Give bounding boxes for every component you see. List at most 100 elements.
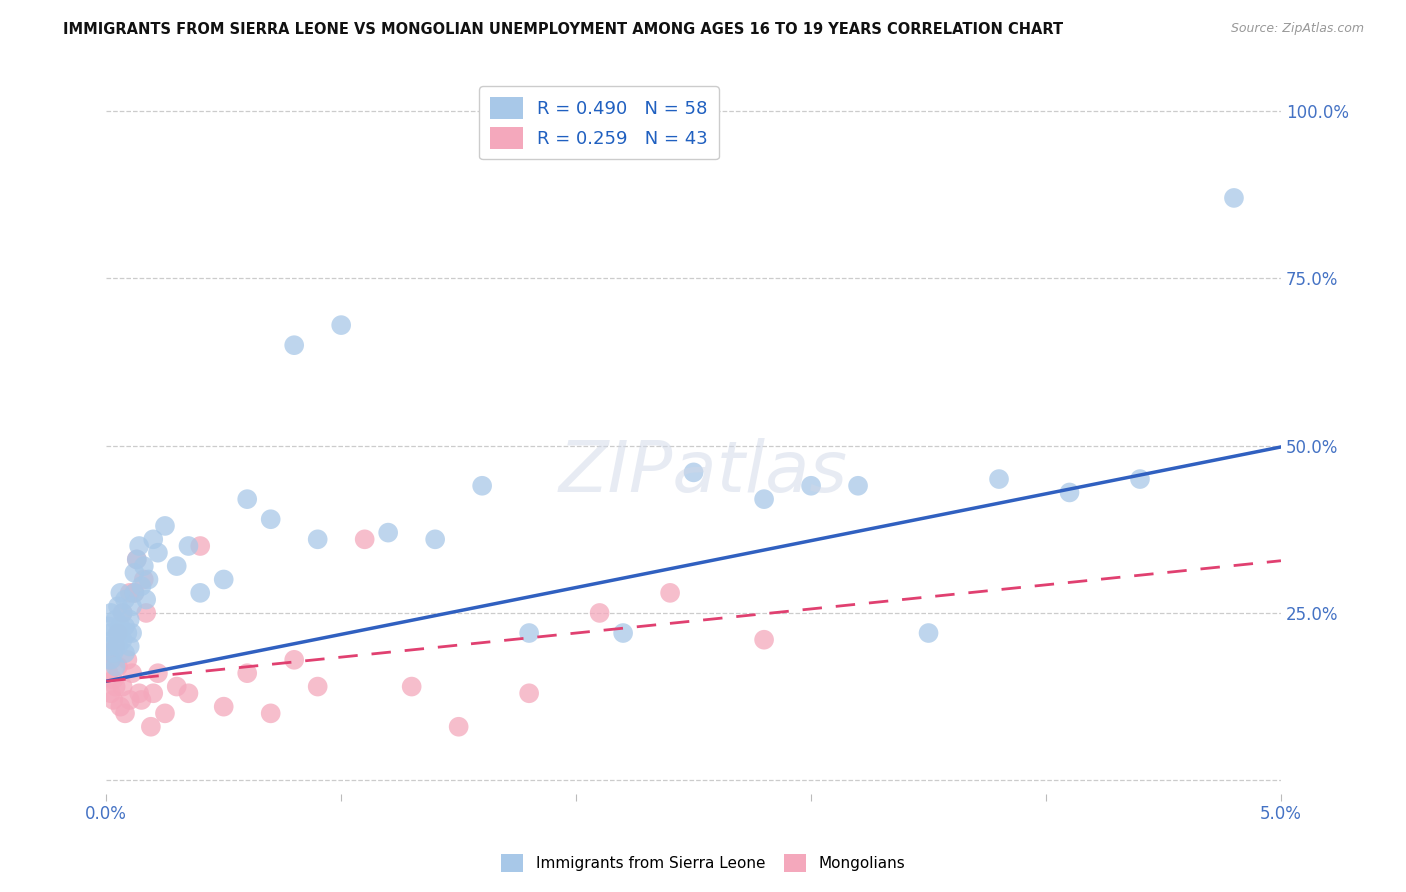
Point	[142, 533, 165, 547]
Point	[118, 693, 141, 707]
Point	[100, 686, 122, 700]
Point	[100, 653, 122, 667]
Point	[107, 599, 129, 614]
Point	[100, 626, 122, 640]
Point	[212, 699, 235, 714]
Point	[111, 606, 134, 620]
Text: Source: ZipAtlas.com: Source: ZipAtlas.com	[1230, 22, 1364, 36]
Point	[612, 626, 634, 640]
Point	[447, 720, 470, 734]
Point	[260, 512, 283, 526]
Point	[121, 666, 143, 681]
Point	[118, 613, 141, 627]
Point	[124, 566, 146, 580]
Point	[307, 680, 329, 694]
Point	[125, 552, 148, 566]
Point	[153, 706, 176, 721]
Point	[103, 632, 125, 647]
Point	[107, 659, 129, 673]
Point	[188, 539, 211, 553]
Point	[139, 720, 162, 734]
Point	[97, 619, 120, 633]
Point	[401, 680, 423, 694]
Point	[517, 626, 540, 640]
Point	[117, 626, 139, 640]
Point	[107, 626, 129, 640]
Point	[97, 646, 120, 660]
Point	[97, 666, 120, 681]
Point	[353, 533, 375, 547]
Point	[107, 640, 129, 654]
Point	[103, 646, 125, 660]
Point	[111, 606, 134, 620]
Point	[1223, 191, 1246, 205]
Point	[236, 492, 259, 507]
Point	[283, 338, 305, 352]
Point	[752, 632, 775, 647]
Point	[1059, 485, 1081, 500]
Point	[588, 606, 610, 620]
Point	[236, 666, 259, 681]
Point	[128, 539, 150, 553]
Point	[100, 606, 122, 620]
Point	[752, 492, 775, 507]
Point	[800, 479, 823, 493]
Point	[146, 546, 169, 560]
Point	[111, 680, 134, 694]
Point	[846, 479, 869, 493]
Point	[114, 619, 136, 633]
Point	[118, 586, 141, 600]
Point	[103, 693, 125, 707]
Point	[330, 318, 353, 332]
Text: ZIPatlas: ZIPatlas	[558, 438, 848, 508]
Point	[917, 626, 939, 640]
Point	[260, 706, 283, 721]
Point	[166, 680, 188, 694]
Point	[988, 472, 1011, 486]
Point	[114, 706, 136, 721]
Point	[471, 479, 494, 493]
Point	[517, 686, 540, 700]
Point	[110, 619, 132, 633]
Point	[425, 533, 447, 547]
Point	[132, 559, 155, 574]
Legend: R = 0.490   N = 58, R = 0.259   N = 43: R = 0.490 N = 58, R = 0.259 N = 43	[479, 87, 718, 160]
Point	[128, 686, 150, 700]
Point	[124, 586, 146, 600]
Point	[283, 653, 305, 667]
Point	[659, 586, 682, 600]
Point	[110, 586, 132, 600]
Point	[153, 519, 176, 533]
Point	[131, 693, 153, 707]
Point	[125, 552, 148, 566]
Point	[118, 640, 141, 654]
Legend: Immigrants from Sierra Leone, Mongolians: Immigrants from Sierra Leone, Mongolians	[494, 846, 912, 880]
Point	[131, 579, 153, 593]
Point	[166, 559, 188, 574]
Point	[132, 573, 155, 587]
Point	[377, 525, 399, 540]
Point	[135, 592, 157, 607]
Point	[110, 699, 132, 714]
Point	[138, 573, 160, 587]
Point	[104, 613, 127, 627]
Point	[111, 632, 134, 647]
Point	[682, 466, 704, 480]
Point	[146, 666, 169, 681]
Point	[121, 626, 143, 640]
Point	[188, 586, 211, 600]
Point	[114, 592, 136, 607]
Point	[177, 686, 200, 700]
Point	[103, 673, 125, 687]
Point	[135, 606, 157, 620]
Point	[177, 539, 200, 553]
Point	[100, 653, 122, 667]
Point	[117, 653, 139, 667]
Text: IMMIGRANTS FROM SIERRA LEONE VS MONGOLIAN UNEMPLOYMENT AMONG AGES 16 TO 19 YEARS: IMMIGRANTS FROM SIERRA LEONE VS MONGOLIA…	[63, 22, 1063, 37]
Point	[212, 573, 235, 587]
Point	[114, 646, 136, 660]
Point	[104, 680, 127, 694]
Point	[124, 586, 146, 600]
Point	[121, 599, 143, 614]
Point	[307, 533, 329, 547]
